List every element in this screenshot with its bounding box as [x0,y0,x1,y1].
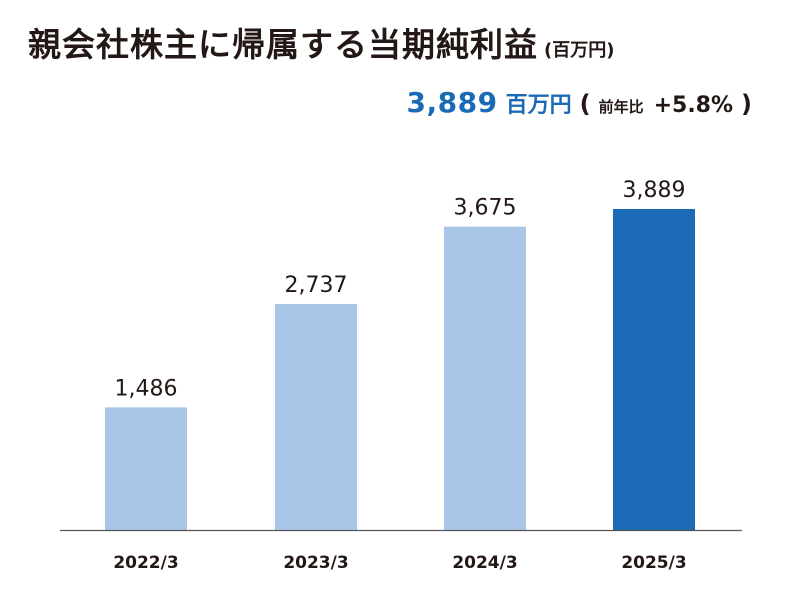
bar-value-label: 3,675 [454,196,517,221]
bar-value-label: 2,737 [285,273,348,298]
x-tick-label: 2024/3 [452,553,517,573]
summary-close-paren: ) [741,90,752,118]
chart-title: 親会社株主に帰属する当期純利益 [28,25,538,64]
x-tick-label: 2022/3 [113,553,178,573]
bar-2024-3 [444,226,526,530]
bar-value-label: 3,889 [623,178,686,203]
bar-value-label: 1,486 [115,376,178,401]
bar-2023-3 [275,304,357,530]
summary-unit: 百万円 [505,93,572,118]
x-tick-label: 2025/3 [621,553,686,573]
bar-2025-3 [613,209,695,530]
chart-title-row: 親会社株主に帰属する当期純利益 (百万円) [28,18,778,66]
summary-row: 3,889 百万円 ( 前年比 +5.8% ) [407,86,753,119]
summary-yoy-value: +5.8% [653,93,734,118]
bar-2022-3 [105,407,187,530]
summary-yoy-label: 前年比 [598,98,644,116]
chart-title-unit: (百万円) [544,40,615,61]
x-tick-label: 2023/3 [283,553,348,573]
summary-value: 3,889 [406,86,498,119]
summary-open-paren: ( [579,90,591,118]
